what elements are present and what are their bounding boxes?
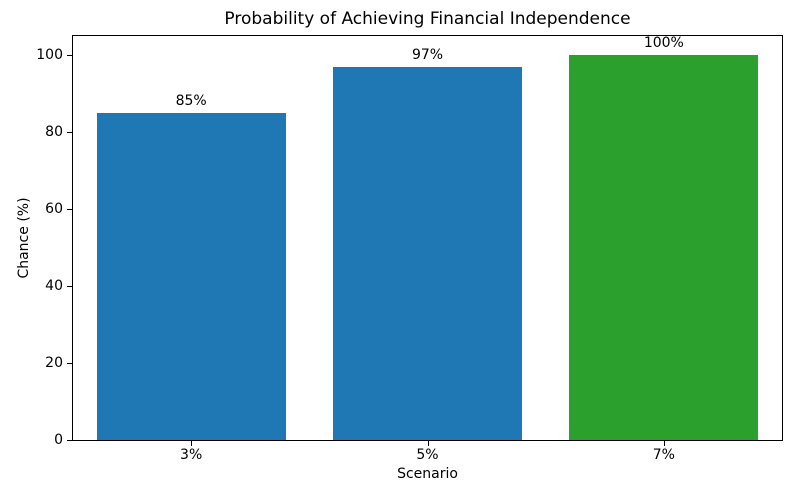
y-tick-label: 20	[45, 355, 63, 372]
x-tick-label: 5%	[416, 447, 439, 463]
y-tick-mark	[67, 362, 72, 364]
y-tick-label: 0	[54, 432, 63, 448]
bar-3%	[96, 112, 286, 440]
y-tick-mark	[67, 131, 72, 133]
chart-title: Probability of Achieving Financial Indep…	[224, 9, 631, 29]
x-axis-label: Scenario	[397, 466, 458, 482]
y-tick-mark	[67, 208, 72, 210]
bar-value-label: 85%	[175, 92, 207, 109]
bar-7%	[569, 55, 759, 440]
y-axis-label: Chance (%)	[16, 197, 32, 279]
y-tick-mark	[67, 54, 72, 56]
x-tick-mark	[663, 441, 665, 446]
x-tick-mark	[427, 441, 429, 446]
y-tick-label: 40	[45, 278, 63, 295]
bar-value-label: 97%	[411, 46, 444, 63]
y-tick-mark	[67, 439, 72, 441]
bar-value-label: 100%	[643, 35, 684, 52]
y-tick-label: 60	[45, 201, 63, 218]
x-tick-label: 3%	[180, 447, 203, 463]
plot-area: 85% 3% 97% 5% 100% 7% 0 20 40 60 80 100	[36, 35, 783, 463]
y-tick-mark	[67, 285, 72, 287]
x-tick-label: 7%	[652, 447, 675, 463]
x-tick-mark	[191, 441, 193, 446]
y-tick-label: 80	[45, 124, 63, 141]
bar-5%	[332, 66, 523, 440]
y-tick-label: 100	[36, 47, 63, 64]
